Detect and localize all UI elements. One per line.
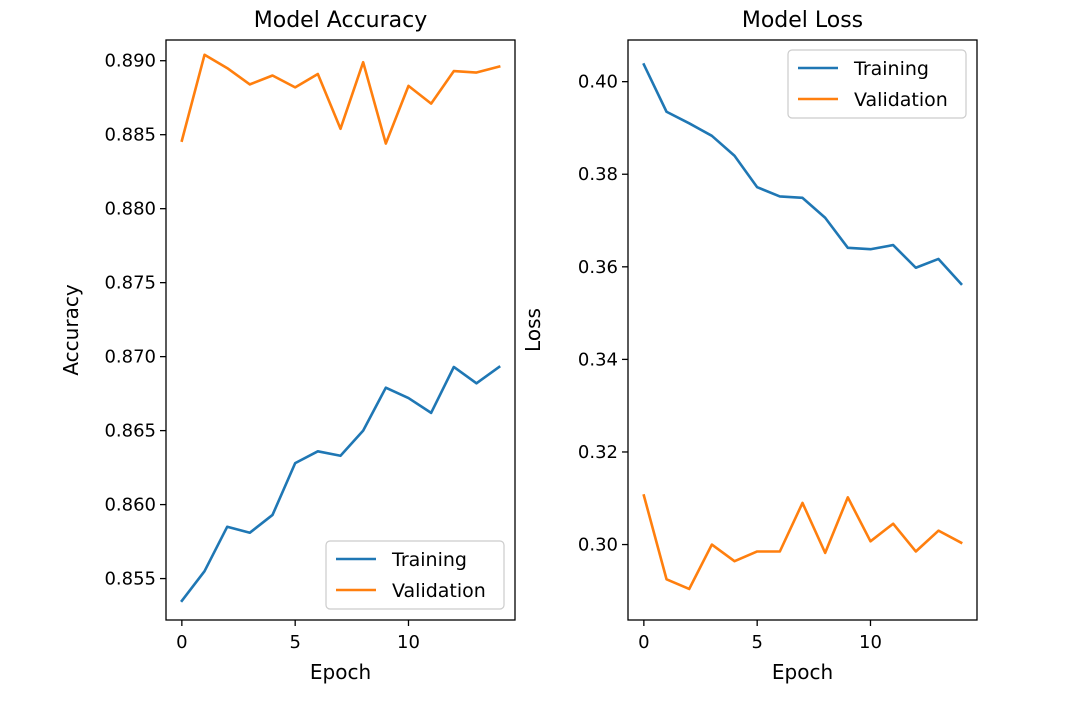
legend-label-validation: Validation bbox=[854, 89, 948, 111]
x-tick-label: 5 bbox=[751, 632, 762, 653]
y-tick-label: 0.36 bbox=[578, 257, 618, 278]
y-axis-label: Accuracy bbox=[59, 284, 83, 375]
y-tick-label: 0.875 bbox=[104, 273, 156, 294]
legend-label-training: Training bbox=[853, 58, 929, 80]
plot-frame bbox=[165, 39, 516, 621]
chart-panel-2: Model Loss 0 5 10 0.30 0.32 0.34 0.36 0.38 0.40 Ep… bbox=[521, 8, 978, 684]
y-tick-label: 0.860 bbox=[104, 495, 156, 516]
x-tick-label: 10 bbox=[397, 632, 420, 653]
plot-frame bbox=[627, 39, 978, 621]
legend: Training Validation bbox=[325, 540, 505, 610]
y-tick-label: 0.34 bbox=[578, 349, 618, 370]
legend-label-training: Training bbox=[391, 549, 467, 571]
x-axis-label: Epoch bbox=[772, 660, 833, 684]
x-axis-label: Epoch bbox=[310, 660, 371, 684]
series-line-training bbox=[642, 62, 963, 286]
y-tick-label: 0.40 bbox=[578, 72, 618, 93]
x-tick-label: 0 bbox=[638, 632, 649, 653]
y-tick-label: 0.38 bbox=[578, 164, 618, 185]
y-axis-label: Loss bbox=[521, 308, 545, 352]
chart-title: Model Loss bbox=[742, 8, 863, 33]
y-tick-label: 0.880 bbox=[104, 199, 156, 220]
x-tick-label: 0 bbox=[176, 632, 187, 653]
x-tick-label: 10 bbox=[859, 632, 882, 653]
y-tick-label: 0.890 bbox=[104, 51, 156, 72]
chart-title: Model Accuracy bbox=[254, 8, 428, 33]
legend: Training Validation bbox=[787, 49, 967, 119]
series-line-validation bbox=[642, 493, 963, 591]
legend-label-validation: Validation bbox=[392, 580, 486, 602]
y-tick-label: 0.865 bbox=[104, 421, 156, 442]
series-line-training bbox=[180, 365, 501, 603]
x-tick-label: 5 bbox=[289, 632, 300, 653]
y-tick-label: 0.855 bbox=[104, 569, 156, 590]
chart-panel-1: Model Accuracy 0 5 10 0.855 0.860 0.865 0.870 0.… bbox=[59, 8, 516, 684]
y-tick-label: 0.32 bbox=[578, 442, 618, 463]
series-line-validation bbox=[180, 53, 501, 145]
y-tick-label: 0.30 bbox=[578, 535, 618, 556]
y-tick-label: 0.870 bbox=[104, 347, 156, 368]
y-tick-label: 0.885 bbox=[104, 125, 156, 146]
